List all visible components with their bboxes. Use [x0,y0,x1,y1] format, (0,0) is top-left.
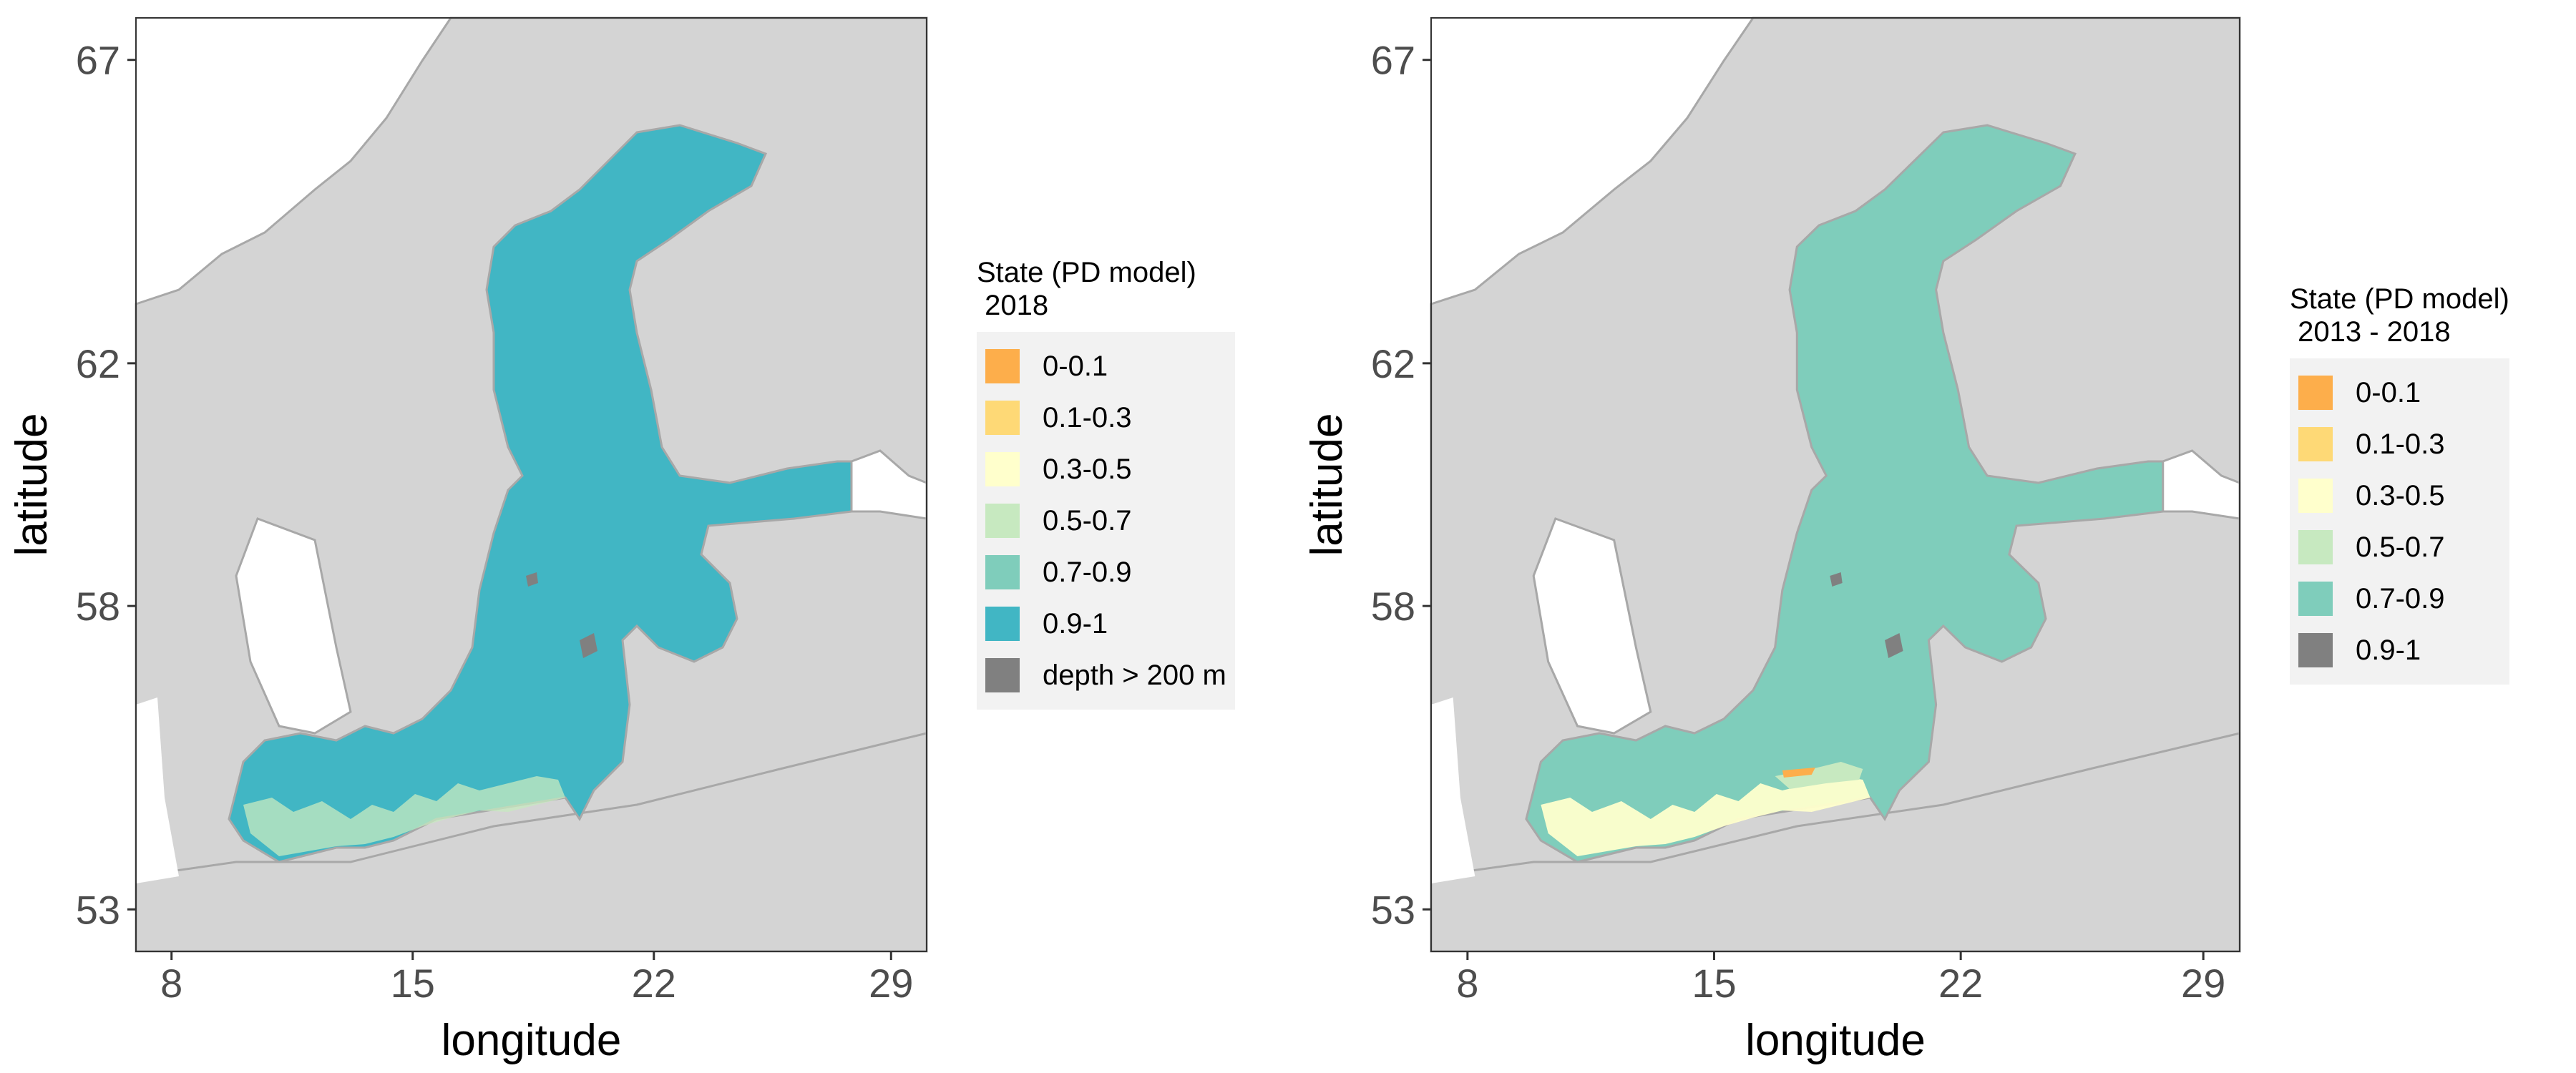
legend-item: 0.7-0.9 [985,547,1226,598]
legend-items: 0-0.1 0.1-0.3 0.3-0.5 0.5-0.7 0.7-0.9 0.9-1 [2290,358,2509,685]
lowest-state-patch [1782,768,1815,778]
legend-right: State (PD model) 2013 - 2018 0-0.1 0.1-0.… [2290,283,2509,685]
legend-label: 0.9-1 [1043,607,1108,640]
y-axis-label: latitude [7,413,57,557]
legend-label: 0-0.1 [2356,376,2421,408]
legend-swatch [2298,582,2333,616]
legend-label: 0.3-0.5 [1043,453,1132,485]
legend-item: 0-0.1 [2298,367,2501,418]
y-tick-label: 53 [76,887,120,932]
y-axis-label: latitude [1302,413,1352,557]
legend-swatch [985,452,1020,486]
map-panel-right: 8 15 22 29 53 58 62 67 longitude latitude [1302,16,2241,1065]
y-tick-label: 53 [1371,887,1415,932]
x-axis-label: longitude [1745,1016,1926,1065]
legend-label: 0.3-0.5 [2356,479,2445,511]
legend-item: 0.3-0.5 [2298,470,2501,521]
legend-label: 0.7-0.9 [2356,582,2445,614]
plot-frame [1430,17,2240,952]
deep-area [1885,633,1903,658]
legend-swatch [2298,530,2333,564]
legend-item: 0.9-1 [2298,624,2501,676]
legend-swatch [2298,376,2333,410]
legend-left: State (PD model) 2018 0-0.1 0.1-0.3 0.3-0.… [977,256,1235,710]
x-tick-label: 8 [1456,961,1478,1006]
x-tick-label: 22 [632,961,676,1006]
north-sea-gap [136,697,179,883]
legend-item: 0.7-0.9 [2298,573,2501,624]
legend-swatch [985,504,1020,538]
y-tick-label: 58 [1371,584,1415,629]
x-tick-label: 29 [869,961,913,1006]
legend-item: 0.5-0.7 [2298,521,2501,573]
x-tick-label: 15 [391,961,435,1006]
legend-swatch [985,607,1020,641]
legend-swatch [985,658,1020,692]
y-tick-label: 62 [1371,341,1415,386]
legend-item: depth > 200 m [985,650,1226,701]
legend-title: State (PD model) 2018 [977,257,1196,321]
legend-swatch [985,349,1020,383]
y-tick-label: 58 [76,584,120,629]
legend-item: 0.1-0.3 [2298,418,2501,470]
kattegat-gap [1532,517,1652,735]
legend-swatch [985,401,1020,435]
legend-label: 0.5-0.7 [2356,531,2445,563]
legend-items: 0-0.1 0.1-0.3 0.3-0.5 0.5-0.7 0.7-0.9 0.9-1 de… [977,332,1235,710]
x-tick-label: 29 [2181,961,2225,1006]
legend-item: 0.1-0.3 [985,392,1226,444]
legend-label: 0.7-0.9 [1043,556,1132,588]
y-tick-label: 62 [76,341,120,386]
legend-swatch [985,555,1020,589]
deep-area [580,633,597,658]
north-sea-gap [1431,697,1475,883]
legend-swatch [2298,633,2333,667]
map-content [1430,16,2241,953]
map-panel-left: 8 15 22 29 53 58 62 67 longitude latitude [7,16,928,1065]
legend-swatch [2298,479,2333,513]
x-tick-label: 8 [160,961,182,1006]
plot-frame [135,17,927,952]
legend-label: 0-0.1 [1043,350,1108,382]
legend-swatch [2298,427,2333,461]
kattegat-gap [235,517,352,735]
legend-label: 0.9-1 [2356,634,2421,666]
deep-area [526,572,538,587]
deep-area [1830,572,1843,587]
y-tick-label: 67 [1371,38,1415,83]
legend-item: 0.3-0.5 [985,444,1226,495]
legend-label: 0.1-0.3 [2356,428,2445,460]
y-tick-label: 67 [76,38,120,83]
legend-item: 0-0.1 [985,340,1226,392]
legend-label: 0.5-0.7 [1043,504,1132,536]
legend-item: 0.9-1 [985,598,1226,650]
mid-state-patch [1775,762,1863,789]
x-tick-label: 15 [1692,961,1736,1006]
legend-item: 0.5-0.7 [985,495,1226,547]
legend-title: State (PD model) 2013 - 2018 [2290,283,2509,348]
legend-label: depth > 200 m [1043,659,1226,691]
x-tick-label: 22 [1938,961,1983,1006]
x-axis-label: longitude [441,1016,622,1065]
legend-label: 0.1-0.3 [1043,401,1132,433]
